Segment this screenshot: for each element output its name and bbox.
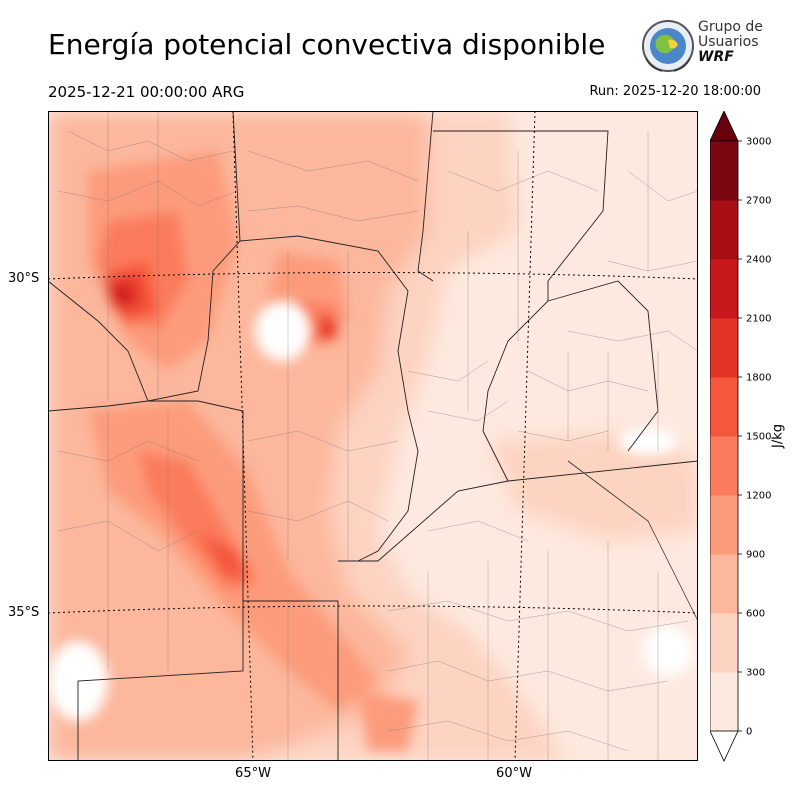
colorbar-tick-label: 900 (746, 550, 765, 561)
logo-line2: Usuarios (698, 34, 759, 50)
colorbar: 0 300 600 900 1200 1500 1800 2100 2400 2700 3000 (710, 111, 771, 762)
lat-label-30s: 30°S (8, 271, 40, 286)
colorbar-segment (710, 259, 738, 319)
cape-field-mid (88, 151, 418, 751)
wrf-logo: Grupo de Usuarios WRF (640, 18, 763, 74)
colorbar-segment (710, 436, 738, 496)
colorbar-segment (710, 141, 738, 201)
graticule (48, 111, 698, 761)
colorbar-max-extend (710, 111, 739, 142)
colorbar-unit: J/kg (770, 424, 786, 448)
run-time: Run: 2025-12-20 18:00:00 (589, 84, 761, 99)
coastline (567, 460, 698, 622)
colorbar-tick-label: 0 (746, 727, 752, 738)
colorbar-min-extend (710, 730, 739, 762)
colorbar-tick-label: 2400 (746, 255, 771, 266)
colorbar-tick-label: 1800 (746, 373, 771, 384)
page-title: Energía potencial convectiva disponible (48, 28, 606, 61)
lon-label-60w: 60°W (496, 766, 532, 781)
department-borders (57, 111, 698, 761)
colorbar-segment (710, 495, 738, 555)
colorbar-tick-label: 2100 (746, 314, 771, 325)
colorbar-segment (710, 377, 738, 437)
map-frame (48, 111, 698, 761)
colorbar-tick-label: 1500 (746, 432, 771, 443)
valid-time: 2025-12-21 00:00:00 ARG (48, 83, 245, 101)
colorbar-tick-label: 600 (746, 609, 765, 620)
colorbar-tick-label: 1200 (746, 491, 771, 502)
colorbar-segment (710, 200, 738, 260)
colorbar-tick-label: 3000 (746, 137, 771, 148)
colorbar-segment (710, 613, 738, 673)
colorbar-segment (710, 672, 738, 732)
lat-label-35s: 35°S (8, 605, 40, 620)
logo-line3: WRF (698, 49, 734, 65)
lon-label-65w: 65°W (235, 766, 271, 781)
logo-line1: Grupo de (698, 19, 763, 35)
globe-logo-icon (642, 20, 694, 72)
cape-map (48, 111, 698, 761)
colorbar-tick-label: 300 (746, 668, 765, 679)
colorbar-segment (710, 318, 738, 378)
cape-field-minima (48, 301, 693, 721)
colorbar-segment (710, 554, 738, 614)
colorbar-tick-label: 2700 (746, 196, 771, 207)
